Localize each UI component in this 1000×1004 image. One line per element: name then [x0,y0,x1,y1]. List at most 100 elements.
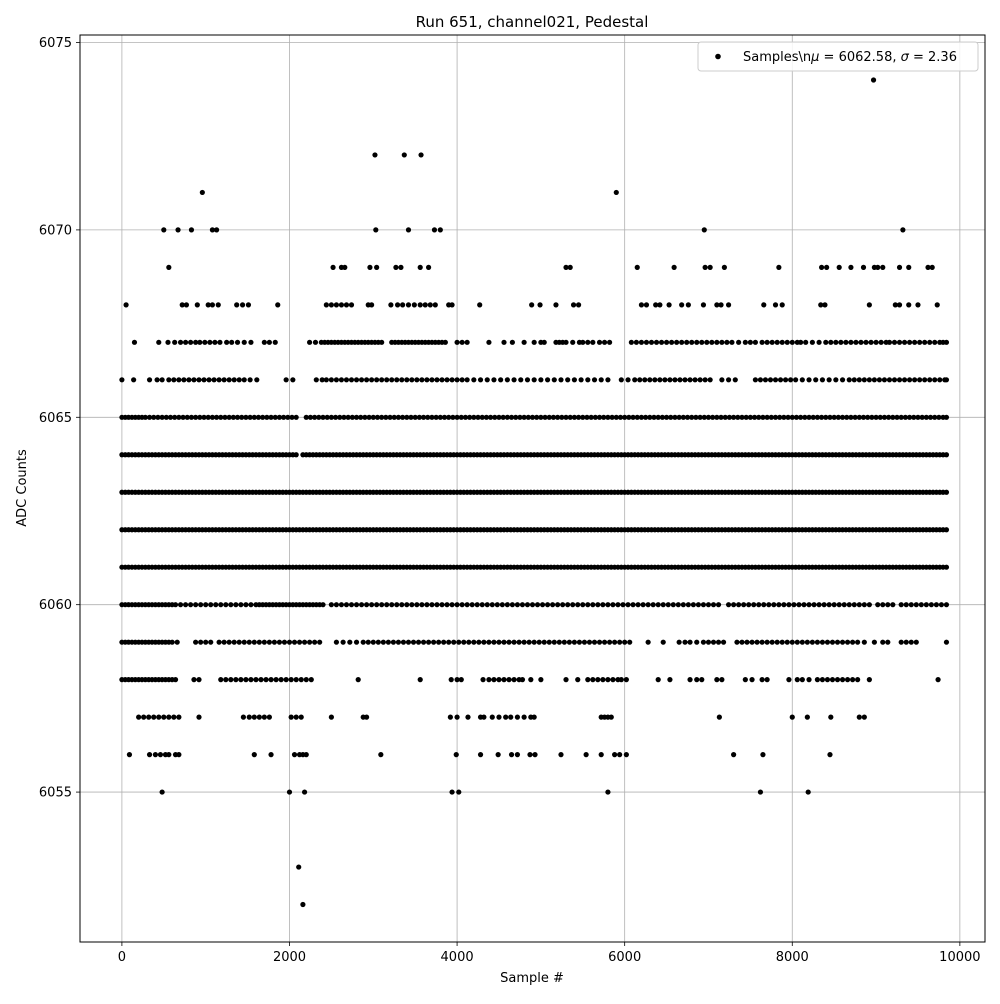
data-point [374,602,380,608]
data-point [501,639,507,645]
data-point [471,639,477,645]
data-point [316,414,322,420]
data-point [166,752,172,758]
data-point [454,414,460,420]
data-point [154,377,160,383]
data-point [504,377,510,383]
data-point [176,752,182,758]
data-point [537,302,543,308]
data-point [370,639,376,645]
data-point [446,639,452,645]
data-point [469,602,475,608]
data-point [760,752,766,758]
data-point [901,377,908,383]
data-point [794,677,800,683]
data-point [293,677,299,683]
x-tick-label: 2000 [273,950,306,965]
data-point [751,602,757,608]
data-point [186,377,192,383]
data-point [869,414,875,420]
data-point [848,264,854,270]
data-point [234,302,240,308]
data-point [805,789,811,795]
data-point [911,414,917,420]
data-point [586,639,593,645]
data-point [312,339,319,345]
data-point [685,602,691,608]
data-point [709,339,715,345]
data-point [181,377,187,383]
data-point [172,414,178,420]
data-point [563,264,569,270]
data-point [637,377,643,383]
data-point [393,264,399,270]
data-point [610,602,616,608]
data-point [689,339,695,345]
data-point [551,639,557,645]
data-point [358,602,365,608]
data-point [806,414,812,420]
data-point [239,414,245,420]
data-point [917,339,923,345]
data-point [496,677,502,683]
data-point [480,677,486,683]
data-point [585,377,591,383]
data-point [900,227,906,233]
data-point [517,414,523,420]
data-point [718,302,724,308]
data-point [239,302,246,308]
data-point [687,639,693,645]
data-point [290,377,296,383]
data-point [506,677,512,683]
legend-label: Samples\nμ = 6062.58, σ = 2.36 [743,50,957,65]
data-point [221,639,227,645]
data-point [176,714,182,720]
data-point [724,339,730,345]
data-point [341,414,347,420]
data-point [757,377,764,383]
data-point [752,339,758,345]
data-point [454,714,460,720]
data-point [715,602,722,608]
data-point [216,639,222,645]
data-point [483,414,490,420]
data-point [802,414,808,420]
data-point [434,377,440,383]
data-point [866,602,872,608]
data-point [420,414,427,420]
data-point [411,302,417,308]
data-point [731,752,737,758]
legend-mu-symbol: μ [810,50,819,65]
data-point [861,714,867,720]
data-point [508,752,515,758]
data-point [776,602,782,608]
data-point [671,264,677,270]
data-point [700,602,707,608]
data-point [383,414,389,420]
data-point [182,339,189,345]
data-point [762,377,769,383]
data-point [433,414,439,420]
data-point [561,639,567,645]
data-point [338,302,345,308]
data-point [553,302,559,308]
data-point [503,714,509,720]
data-point [251,414,257,420]
data-point [741,602,747,608]
data-point [608,714,614,720]
data-point [943,602,950,608]
data-point [831,602,837,608]
data-point [794,639,800,645]
data-point [892,302,898,308]
data-point [531,639,537,645]
data-point [266,639,272,645]
data-point [776,264,782,270]
data-point [203,602,209,608]
data-point [365,639,371,645]
data-point [347,639,353,645]
data-point [312,414,318,420]
data-point [486,639,492,645]
data-point [635,602,641,608]
data-point [509,602,515,608]
